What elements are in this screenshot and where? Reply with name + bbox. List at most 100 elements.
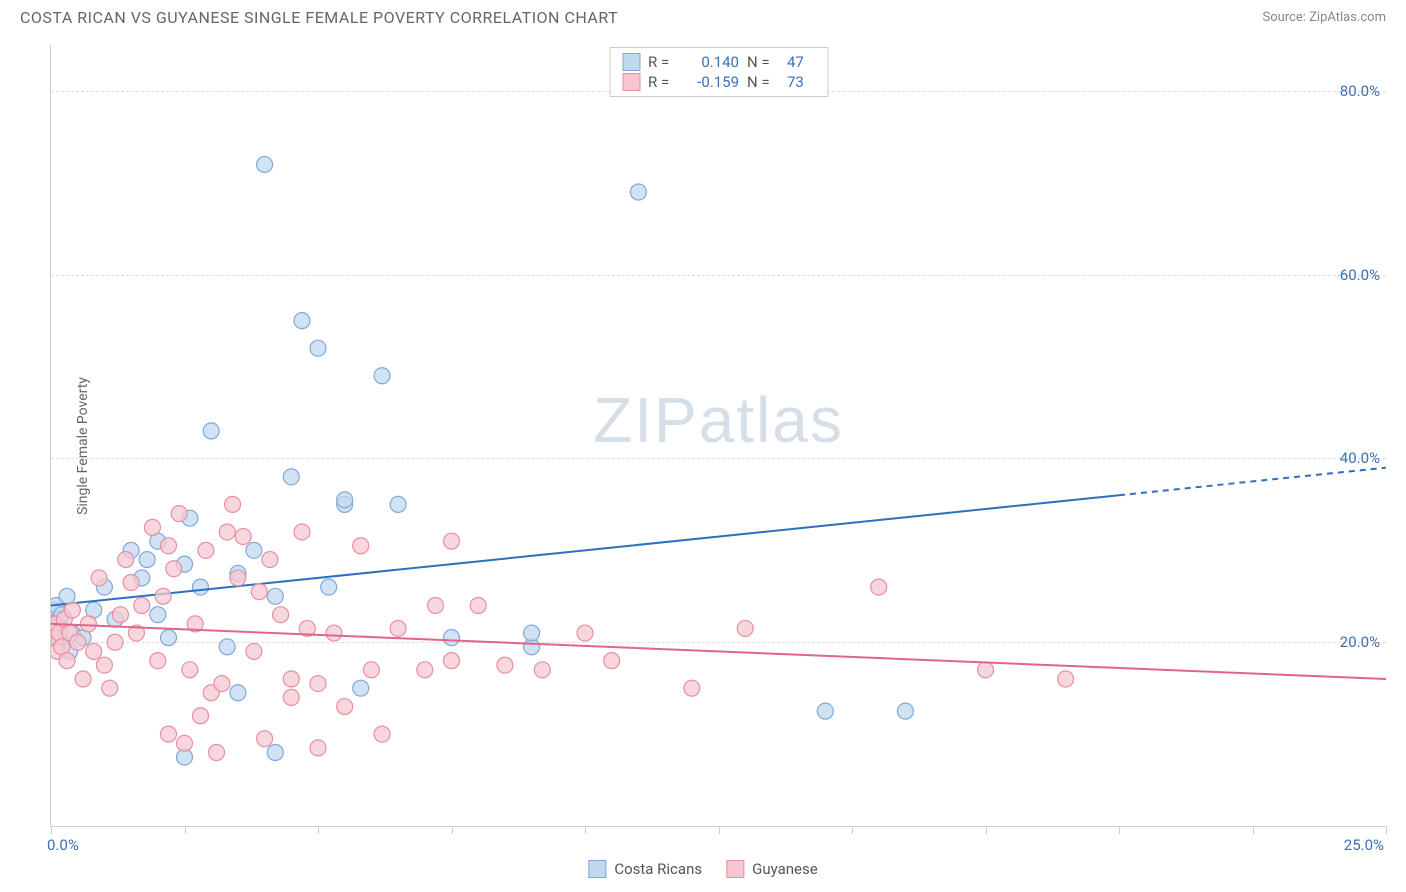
data-point-costa_ricans: [219, 639, 235, 655]
source-attribution: Source: ZipAtlas.com: [1262, 10, 1386, 25]
data-point-guyanese: [225, 496, 241, 512]
x-axis-min-label: 0.0%: [47, 836, 79, 854]
data-point-guyanese: [214, 676, 230, 692]
stats-row-costa_ricans: R = 0.140 N = 47: [622, 52, 815, 72]
chart-title: COSTA RICAN VS GUYANESE SINGLE FEMALE PO…: [20, 8, 618, 27]
stat-n-label: N =: [747, 53, 775, 71]
data-point-costa_ricans: [817, 703, 833, 719]
regression-extrapolate-costa_ricans: [1119, 468, 1386, 496]
series-legend: Costa Ricans Guyanese: [588, 860, 817, 878]
data-point-costa_ricans: [246, 542, 262, 558]
data-point-costa_ricans: [321, 579, 337, 595]
data-point-guyanese: [257, 731, 273, 747]
data-point-costa_ricans: [897, 703, 913, 719]
x-tick: [585, 826, 586, 834]
x-tick: [51, 826, 52, 834]
data-point-guyanese: [150, 653, 166, 669]
stat-r-value: -0.159: [684, 73, 739, 91]
data-point-guyanese: [112, 607, 128, 623]
data-point-costa_ricans: [257, 156, 273, 172]
swatch-icon: [622, 73, 640, 91]
stat-n-value: 73: [787, 73, 815, 91]
data-point-guyanese: [96, 657, 112, 673]
data-point-costa_ricans: [160, 630, 176, 646]
data-point-guyanese: [534, 662, 550, 678]
data-point-guyanese: [235, 529, 251, 545]
data-point-guyanese: [193, 708, 209, 724]
data-point-guyanese: [417, 662, 433, 678]
data-point-costa_ricans: [353, 680, 369, 696]
data-point-costa_ricans: [630, 184, 646, 200]
data-point-costa_ricans: [230, 685, 246, 701]
data-point-guyanese: [134, 597, 150, 613]
stat-r-value: 0.140: [684, 53, 739, 71]
data-point-costa_ricans: [283, 469, 299, 485]
legend-item: Guyanese: [726, 860, 818, 878]
x-tick: [852, 826, 853, 834]
data-point-costa_ricans: [524, 625, 540, 641]
data-point-guyanese: [75, 671, 91, 687]
data-point-guyanese: [102, 680, 118, 696]
data-point-costa_ricans: [374, 368, 390, 384]
data-point-guyanese: [123, 575, 139, 591]
data-point-guyanese: [470, 597, 486, 613]
source-name: ZipAtlas.com: [1309, 10, 1386, 25]
data-point-guyanese: [70, 634, 86, 650]
data-point-guyanese: [91, 570, 107, 586]
x-tick: [986, 826, 987, 834]
data-point-guyanese: [171, 506, 187, 522]
x-tick: [452, 826, 453, 834]
data-point-guyanese: [444, 533, 460, 549]
legend-label: Guyanese: [752, 860, 818, 878]
data-point-costa_ricans: [294, 313, 310, 329]
data-point-guyanese: [978, 662, 994, 678]
scatter-chart: ZIPatlas R =0.140N =47R =-0.159N =73 0.0…: [50, 45, 1386, 827]
data-point-guyanese: [604, 653, 620, 669]
data-point-guyanese: [80, 616, 96, 632]
data-point-guyanese: [684, 680, 700, 696]
data-point-guyanese: [107, 634, 123, 650]
stat-r-label: R =: [648, 53, 676, 71]
stats-row-guyanese: R = -0.159 N = 73: [622, 72, 815, 92]
stat-r-label: R =: [648, 73, 676, 91]
swatch-icon: [622, 53, 640, 71]
data-point-guyanese: [294, 524, 310, 540]
data-point-guyanese: [353, 538, 369, 554]
legend-item: Costa Ricans: [588, 860, 702, 878]
x-tick: [1253, 826, 1254, 834]
data-point-costa_ricans: [310, 340, 326, 356]
data-point-costa_ricans: [267, 744, 283, 760]
data-point-guyanese: [497, 657, 513, 673]
legend-label: Costa Ricans: [614, 860, 702, 878]
data-point-guyanese: [262, 552, 278, 568]
data-point-guyanese: [444, 653, 460, 669]
data-point-guyanese: [577, 625, 593, 641]
data-point-guyanese: [177, 735, 193, 751]
data-point-guyanese: [363, 662, 379, 678]
data-point-guyanese: [390, 620, 406, 636]
data-point-guyanese: [251, 584, 267, 600]
data-point-guyanese: [219, 524, 235, 540]
stat-n-value: 47: [787, 53, 815, 71]
data-point-guyanese: [273, 607, 289, 623]
data-point-costa_ricans: [267, 588, 283, 604]
data-point-guyanese: [230, 570, 246, 586]
data-point-costa_ricans: [150, 607, 166, 623]
data-point-guyanese: [374, 726, 390, 742]
x-axis-max-label: 25.0%: [1344, 836, 1384, 854]
stat-n-label: N =: [747, 73, 775, 91]
data-point-guyanese: [1058, 671, 1074, 687]
data-point-guyanese: [160, 726, 176, 742]
chart-header: COSTA RICAN VS GUYANESE SINGLE FEMALE PO…: [0, 0, 1406, 33]
data-point-guyanese: [283, 689, 299, 705]
correlation-stats-box: R = 0.140 N = 47 R = -0.159 N = 73: [609, 47, 828, 97]
x-tick: [185, 826, 186, 834]
swatch-icon: [588, 860, 606, 878]
swatch-icon: [726, 860, 744, 878]
data-point-guyanese: [310, 740, 326, 756]
x-tick: [318, 826, 319, 834]
data-point-guyanese: [59, 653, 75, 669]
data-point-guyanese: [871, 579, 887, 595]
data-point-guyanese: [246, 643, 262, 659]
data-point-guyanese: [326, 625, 342, 641]
